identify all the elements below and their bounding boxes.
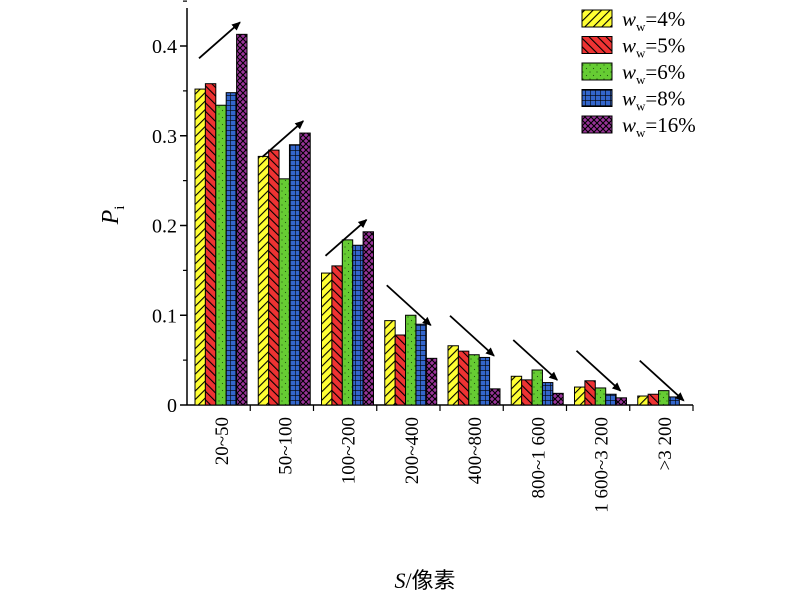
bar-2-1 xyxy=(331,265,343,406)
bar-6-1 xyxy=(584,380,596,406)
bar-2-0 xyxy=(321,272,333,406)
y-tick-label: 0.1 xyxy=(152,305,177,327)
x-axis-label: S/像素 xyxy=(394,568,455,593)
y-tick-label: 0.4 xyxy=(152,36,177,58)
bar-4-0 xyxy=(447,345,459,406)
bar-3-4 xyxy=(425,357,438,406)
bar-1-1 xyxy=(268,149,280,406)
bar-1-0 xyxy=(257,155,270,406)
bar-4-3 xyxy=(478,356,491,406)
bar-1-4 xyxy=(299,132,311,406)
legend-swatch xyxy=(581,62,613,81)
x-tick-label: 50~100 xyxy=(275,417,296,475)
trend-arrow-down xyxy=(639,359,685,402)
bar-6-4 xyxy=(615,397,627,406)
bar-0-1 xyxy=(204,83,217,406)
legend-swatch xyxy=(581,36,613,54)
trend-arrows xyxy=(198,21,685,402)
legend-label: ww=16% xyxy=(622,113,696,140)
x-tick-label: 200~400 xyxy=(402,417,423,484)
bar-5-2 xyxy=(531,369,543,406)
x-tick-label: 20~50 xyxy=(212,417,233,465)
y-axis-label: Pi xyxy=(98,206,128,226)
bar-3-0 xyxy=(384,320,396,406)
bar-5-4 xyxy=(552,392,564,406)
bar-3-2 xyxy=(405,314,417,406)
y-tick-label: 0.3 xyxy=(152,126,177,148)
bar-6-0 xyxy=(574,386,586,406)
legend-label: ww=6% xyxy=(622,60,685,87)
bar-3-1 xyxy=(394,334,407,406)
bar-0-0 xyxy=(194,88,206,406)
bar-0-3 xyxy=(225,92,238,406)
x-tick-label: >3 200 xyxy=(655,417,676,470)
trend-arrow-down xyxy=(449,315,495,357)
legend-label: ww=5% xyxy=(622,34,685,61)
bar-7-1 xyxy=(647,393,660,406)
x-tick-label: 1 600~3 200 xyxy=(592,417,613,513)
y-tick-label: 0.2 xyxy=(152,216,177,238)
bar-6-2 xyxy=(594,387,607,406)
bar-6-3 xyxy=(605,393,617,406)
bar-4-4 xyxy=(489,388,501,406)
legend: ww=4%ww=5%ww=6%ww=8%ww=16% xyxy=(581,7,696,140)
bars xyxy=(194,33,680,406)
x-tick-label: 100~200 xyxy=(339,417,360,484)
bar-5-1 xyxy=(521,379,533,406)
legend-label: ww=8% xyxy=(622,87,685,114)
bar-4-1 xyxy=(457,350,470,406)
bar-7-0 xyxy=(637,395,649,406)
bar-4-2 xyxy=(468,354,480,406)
bar-2-3 xyxy=(352,244,364,406)
trend-arrow-up xyxy=(198,21,241,60)
legend-swatch xyxy=(581,115,613,134)
trend-arrow-up xyxy=(261,120,305,158)
x-tick-label: 800~1 600 xyxy=(528,417,549,499)
x-tick-labels: 20~50 50~100 100~200 200~400 400~800 800~1 60… xyxy=(212,405,694,513)
y-ticks: 0 0.1 0.2 0.3 0.4 xyxy=(152,0,187,417)
legend-swatch xyxy=(581,89,613,107)
trend-arrow-down xyxy=(386,284,432,326)
bar-7-2 xyxy=(658,390,670,406)
trend-arrow-up xyxy=(324,219,368,257)
bar-7-3 xyxy=(668,396,680,406)
y-tick-label: 0 xyxy=(167,395,177,417)
bar-2-2 xyxy=(341,239,354,406)
bar-5-0 xyxy=(510,375,523,406)
bar-1-2 xyxy=(278,178,290,406)
x-tick-label: 400~800 xyxy=(465,417,486,484)
bar-5-3 xyxy=(541,382,554,406)
bar-0-4 xyxy=(236,33,248,406)
trend-arrow-down xyxy=(512,339,558,381)
trend-arrow-down xyxy=(575,350,622,392)
bar-1-3 xyxy=(288,144,301,406)
legend-label: ww=4% xyxy=(622,7,685,34)
bar-3-3 xyxy=(415,323,427,406)
bar-2-4 xyxy=(362,231,375,406)
bar-0-2 xyxy=(215,104,227,406)
legend-swatch xyxy=(581,9,613,28)
